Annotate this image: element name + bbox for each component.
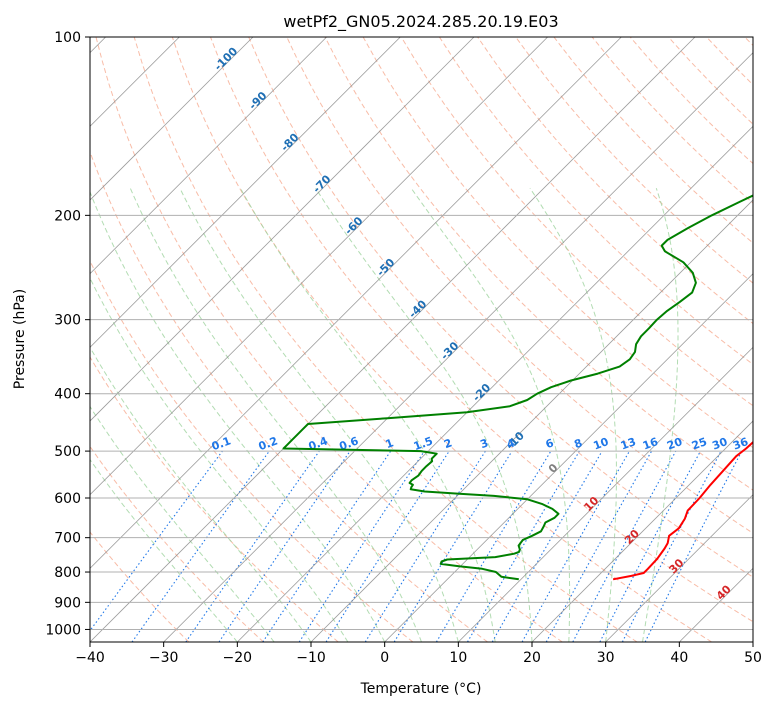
mixing-ratio-label: 16 xyxy=(641,435,660,453)
mixing-ratio-label: 10 xyxy=(592,435,611,453)
moist-adiabat-line xyxy=(239,187,496,642)
moist-adiabat-line xyxy=(90,458,238,642)
mixing-ratio-line xyxy=(218,450,351,642)
moist-adiabat-line xyxy=(410,187,571,642)
x-tick-label: −30 xyxy=(149,650,179,666)
moist-adiabat-line xyxy=(179,187,459,642)
moist-adiabat-line xyxy=(129,187,422,642)
isotherm-line xyxy=(384,273,753,642)
mixing-ratio-label: 0.6 xyxy=(338,434,361,453)
mixing-ratio-line xyxy=(90,450,223,632)
dry-adiabat-line xyxy=(210,37,753,623)
isotherm-line xyxy=(90,37,622,569)
mixing-ratio-line xyxy=(185,450,320,642)
x-tick-label: 10 xyxy=(449,650,467,666)
isotherm-line xyxy=(90,37,548,496)
dewpoint-profile xyxy=(282,194,753,581)
moist-adiabat-line xyxy=(315,187,533,642)
x-tick-label: −40 xyxy=(75,650,105,666)
mixing-ratio-label: 30 xyxy=(710,435,729,453)
isotherm-line xyxy=(531,420,753,642)
isotherm-line xyxy=(605,494,753,642)
isotherm-line xyxy=(310,199,753,642)
dry-adiabat-line xyxy=(90,531,190,642)
isotherm-line xyxy=(90,37,696,642)
y-tick-label: 300 xyxy=(54,313,81,329)
y-tick-label: 700 xyxy=(54,531,81,547)
x-tick-label: 40 xyxy=(670,650,688,666)
dry-adiabat-line xyxy=(515,37,753,284)
moist-adiabat-line xyxy=(90,190,386,642)
mixing-ratio-line xyxy=(325,450,450,642)
mixing-ratio-label: 1.5 xyxy=(412,434,435,453)
x-tick-label: −10 xyxy=(296,650,326,666)
x-tick-label: 0 xyxy=(380,650,389,666)
dry-adiabat-line xyxy=(95,37,563,642)
mixing-ratio-label: 13 xyxy=(619,435,638,452)
mixing-ratio-label: 3 xyxy=(478,436,490,451)
axes-frame xyxy=(89,36,754,643)
chart-title: wetPf2_GN05.2024.285.20.19.E03 xyxy=(283,12,558,32)
mixing-ratio-label: 2 xyxy=(442,436,454,451)
y-tick-label: 100 xyxy=(54,30,81,46)
y-axis-label: Pressure (hPa) xyxy=(12,289,28,389)
dry-adiabat-line xyxy=(324,37,753,491)
mixing-ratio-line xyxy=(644,450,743,642)
mixing-ratio-line xyxy=(262,450,392,642)
y-tick-label: 1000 xyxy=(45,622,81,638)
dry-adiabat-line xyxy=(90,356,339,642)
isotherm-line xyxy=(90,37,254,201)
dry-adiabat-line xyxy=(90,445,264,642)
mixing-ratio-label: 25 xyxy=(690,435,709,452)
mixing-ratio-label: 8 xyxy=(572,436,584,451)
x-tick-label: 50 xyxy=(744,650,762,666)
y-tick-label: 500 xyxy=(54,444,81,460)
axis-ticks: −40 −30 −20 −10 0 10 20 30 40 5010020030040050060… xyxy=(45,30,762,666)
moist-adiabat-line xyxy=(90,405,275,642)
mixing-ratio-label: 20 xyxy=(665,435,684,453)
moist-adiabat-line xyxy=(90,346,312,642)
x-axis-label: Temperature (°C) xyxy=(360,681,482,697)
isotherm-line xyxy=(90,37,327,275)
mixing-ratio-label: 0.1 xyxy=(210,434,233,453)
mixing-ratio-line xyxy=(298,450,425,642)
x-tick-label: 30 xyxy=(597,650,615,666)
moist-adiabat-line xyxy=(529,187,617,642)
dry-adiabat-line xyxy=(90,150,488,642)
y-tick-label: 600 xyxy=(54,491,81,507)
dry-adiabat-line xyxy=(171,37,712,642)
dry-adiabat-line xyxy=(133,37,638,642)
mixing-ratio-line xyxy=(521,450,630,642)
mixing-ratio-label: 1 xyxy=(384,436,396,451)
y-tick-label: 200 xyxy=(54,208,81,224)
isotherm-line xyxy=(90,37,401,348)
y-tick-label: 800 xyxy=(54,565,81,581)
dry-adiabat-line xyxy=(438,37,753,366)
isotherm-line xyxy=(163,52,753,642)
mixing-ratio-label: 0.2 xyxy=(257,434,280,453)
mixing-ratio-label: 4 xyxy=(505,436,517,451)
mixing-ratio-line xyxy=(131,450,270,642)
isotherm-line xyxy=(90,37,475,422)
x-tick-label: −20 xyxy=(223,650,253,666)
isotherm-line xyxy=(237,125,753,642)
isotherm-line xyxy=(458,346,753,642)
mixing-ratio-line xyxy=(545,450,653,642)
dry-adiabat-line xyxy=(248,37,753,578)
mixing-ratio-line xyxy=(572,450,677,642)
y-tick-label: 400 xyxy=(54,387,81,403)
dry-adiabat-line xyxy=(400,37,753,407)
mixing-ratio-label: 6 xyxy=(544,436,556,451)
x-tick-label: 20 xyxy=(523,650,541,666)
moist-adiabat-line xyxy=(90,277,349,642)
y-tick-label: 900 xyxy=(54,595,81,611)
temperature-profile xyxy=(612,440,753,581)
moist-adiabat-line xyxy=(642,188,679,642)
plot-frame xyxy=(89,36,754,643)
